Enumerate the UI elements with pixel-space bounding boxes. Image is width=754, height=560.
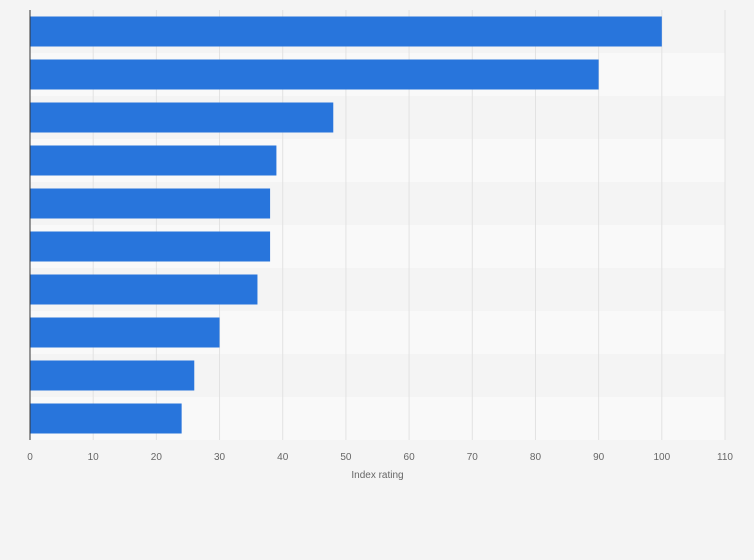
x-axis-ticks: 0 10 20 30 40 50 60 70 80 90 100 110	[27, 452, 733, 463]
x-tick-label: 0	[27, 452, 33, 463]
bar	[30, 145, 277, 176]
bar	[30, 16, 662, 47]
bar	[30, 188, 271, 219]
x-tick-label: 50	[340, 452, 352, 463]
x-tick-label: 110	[717, 452, 733, 463]
bars	[30, 16, 662, 434]
bar	[30, 102, 334, 133]
x-tick-label: 80	[530, 452, 542, 463]
x-tick-label: 60	[404, 452, 416, 463]
x-tick-label: 70	[467, 452, 479, 463]
x-tick-label: 40	[277, 452, 289, 463]
x-tick-label: 100	[653, 452, 670, 463]
bar	[30, 403, 182, 434]
bar	[30, 317, 220, 348]
bar	[30, 59, 599, 90]
x-tick-label: 90	[593, 452, 605, 463]
bar	[30, 360, 195, 391]
x-tick-label: 20	[151, 452, 163, 463]
bar	[30, 274, 258, 305]
x-tick-label: 10	[88, 452, 100, 463]
bar	[30, 231, 271, 262]
x-axis-title: Index rating	[351, 470, 403, 481]
x-tick-label: 30	[214, 452, 226, 463]
